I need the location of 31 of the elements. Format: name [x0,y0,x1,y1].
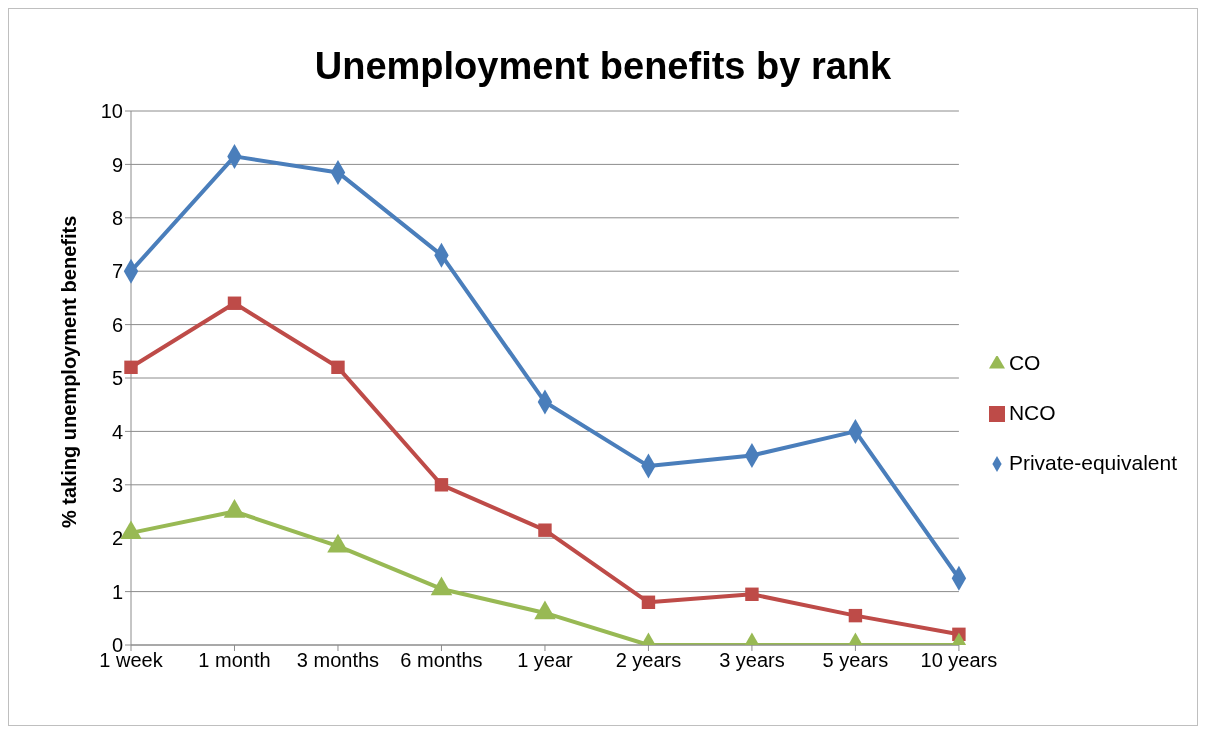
x-tick-label: 1 year [517,649,574,672]
legend-label: NCO [1008,401,1056,424]
y-tick-label: 4 [111,420,123,443]
point [745,587,759,601]
x-tick-label: 5 years [822,649,889,672]
x-tick-label: 10 years [920,649,998,672]
y-tick-label: 8 [111,206,123,229]
point [434,478,449,492]
y-tick-label: 10 [100,100,123,123]
point [331,360,345,375]
x-tick-label: 1 month [198,649,271,672]
point [848,608,863,623]
y-axis-title: % taking unemployment benefits [58,215,81,528]
chart-title: Unemployment benefits by rank [313,44,893,89]
legend-label: CO [1008,351,1041,374]
y-tick-label: 9 [111,153,123,176]
y-tick-label: 5 [111,367,123,390]
point [538,523,552,537]
x-tick-label: 3 years [719,649,785,672]
y-tick-label: 7 [111,260,123,283]
y-tick-label: 6 [111,313,123,336]
point [227,296,242,310]
point [124,360,138,375]
legend-label: Private-equivalent [1008,451,1177,474]
y-tick-label: 3 [111,473,123,496]
point [641,595,656,609]
x-tick-label: 6 months [400,649,483,672]
x-tick-label: 2 years [615,649,682,672]
y-tick-label: 1 [111,580,123,603]
x-tick-label: 3 months [296,649,380,672]
y-tick-label: 2 [111,527,123,550]
